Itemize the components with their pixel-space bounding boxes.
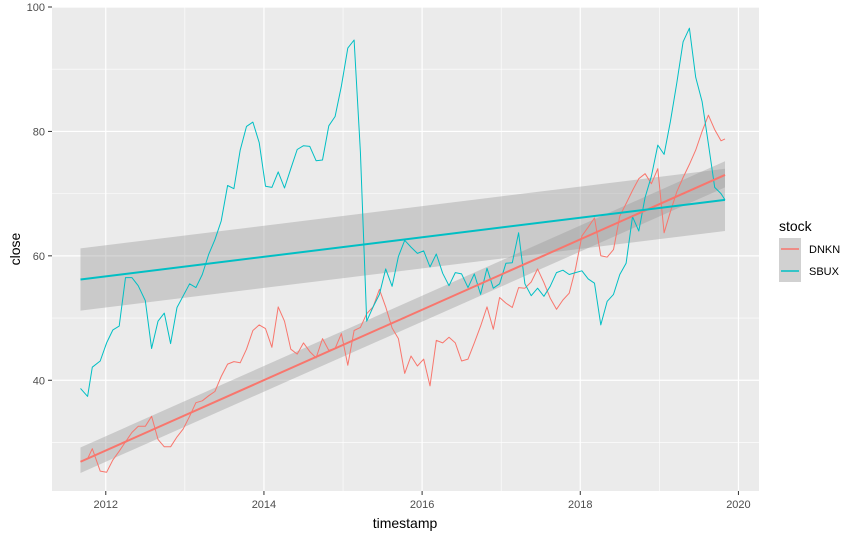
trend-line-dnkn: [80, 174, 726, 463]
x-tick-label: 2016: [410, 499, 434, 511]
y-tick-label: 60: [33, 251, 45, 263]
x-axis-title: timestamp: [373, 515, 438, 531]
y-tick-label: 40: [33, 375, 45, 387]
legend-label-sbux: SBUX: [809, 266, 840, 278]
minor-grid: [52, 7, 759, 491]
x-tick-label: 2018: [568, 499, 592, 511]
y-tick-label: 80: [33, 126, 45, 138]
legend: stock DNKN SBUX: [779, 218, 840, 282]
x-tick-label: 2012: [94, 499, 118, 511]
y-axis: 40 60 80 100: [27, 2, 52, 387]
plot-panel: [52, 7, 759, 491]
legend-label-dnkn: DNKN: [809, 244, 840, 256]
x-axis: 2012 2014 2016 2018 2020: [94, 491, 751, 511]
x-tick-label: 2020: [726, 499, 750, 511]
y-tick-label: 100: [27, 2, 45, 14]
trend-lines: [80, 174, 726, 463]
x-tick-label: 2014: [252, 499, 276, 511]
major-grid: [52, 6, 759, 491]
series-line-dnkn: [80, 114, 726, 473]
y-axis-title: close: [7, 232, 23, 265]
trend-line-sbux: [80, 198, 726, 281]
legend-title: stock: [779, 218, 813, 234]
confidence-ribbon-dnkn: [80, 161, 725, 473]
